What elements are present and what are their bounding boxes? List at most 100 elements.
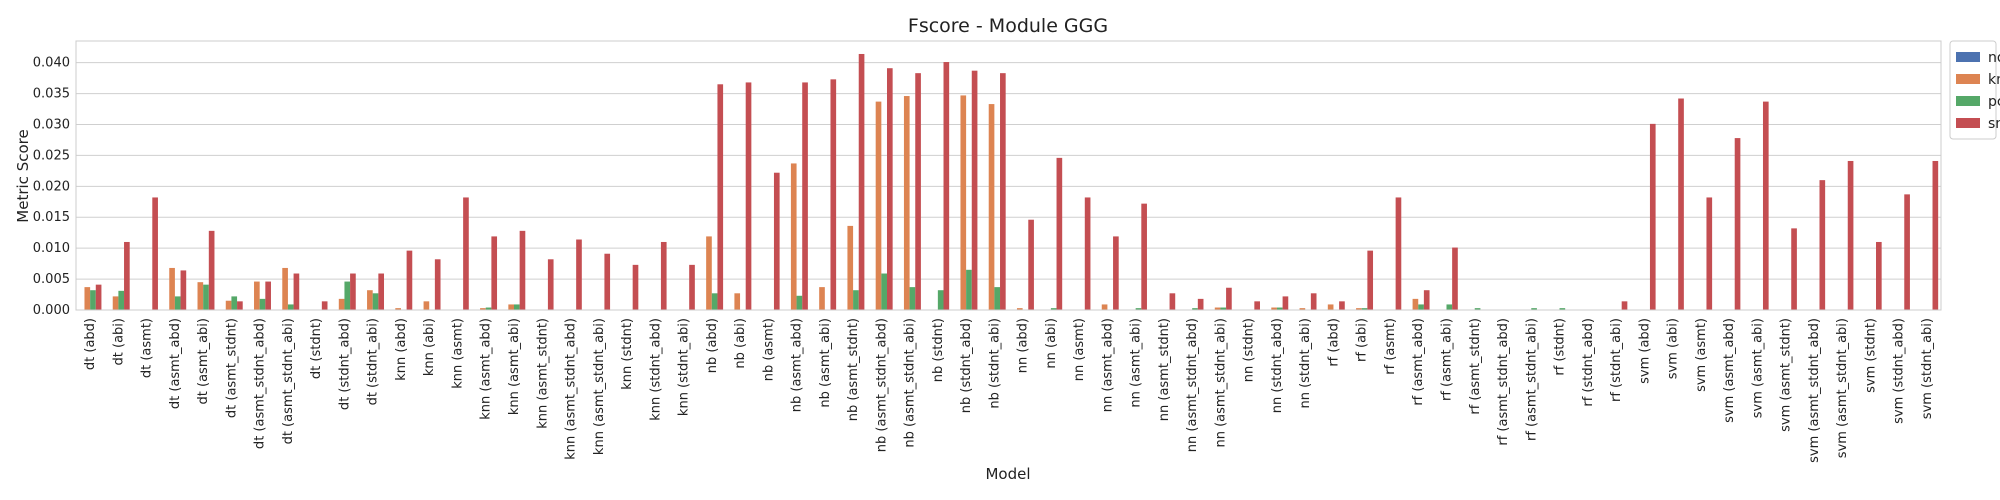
x-tick-label: knn (stdnt_abi): [677, 318, 692, 416]
y-tick-label: 0.025: [33, 148, 70, 163]
legend-label-smote: smote: [1988, 116, 2000, 132]
bar-series: [84, 53, 1939, 311]
bar-pca: [485, 307, 492, 310]
x-tick-label: nb (asmt_abd): [790, 318, 805, 412]
x-tick-label: nb (abi): [733, 318, 748, 369]
y-tick-label: 0.030: [33, 117, 70, 132]
bar-kmeans: [1327, 304, 1334, 310]
bar-smote: [858, 53, 865, 310]
bar-kmeans: [1271, 307, 1277, 310]
bar-kmeans: [847, 225, 854, 310]
x-tick-label: nn (asmt_stdnt): [1157, 318, 1172, 421]
bar-smote: [830, 79, 837, 310]
x-tick-label: svm (abi): [1666, 318, 1681, 379]
x-tick-label: svm (abd): [1637, 318, 1652, 384]
x-tick-label: dt (asmt): [140, 318, 155, 378]
x-tick-label: svm (stdnt): [1863, 318, 1878, 393]
bar-smote: [1876, 241, 1882, 310]
bar-smote: [1649, 123, 1656, 310]
y-tick-label: 0.005: [33, 272, 70, 287]
bar-smote: [886, 68, 893, 310]
bar-smote: [689, 264, 695, 310]
bar-smote: [1226, 287, 1232, 310]
legend-box: [1949, 40, 1997, 140]
bar-pca: [174, 296, 181, 310]
x-tick-label: nn (abi): [1044, 318, 1059, 369]
x-tick-label: rf (abd): [1326, 318, 1341, 367]
bar-pca: [937, 290, 944, 310]
bar-smote: [265, 281, 271, 310]
bar-smote: [152, 197, 158, 310]
bar-pca: [1050, 308, 1057, 310]
bar-kmeans: [367, 290, 373, 310]
bar-smote: [604, 253, 611, 310]
bar-smote: [1084, 197, 1091, 310]
bar-smote: [321, 301, 328, 310]
bar-smote: [350, 273, 356, 310]
bar-kmeans: [480, 308, 486, 310]
x-tick-label: nb (abd): [705, 318, 720, 373]
bar-smote: [434, 259, 441, 310]
bar-pca: [203, 284, 209, 310]
legend-swatch-kmeans: [1956, 74, 1980, 84]
bar-smote: [1028, 219, 1034, 310]
bar-pca: [1361, 308, 1368, 310]
bar-smote: [1423, 290, 1430, 310]
y-tick-label: 0.020: [33, 179, 70, 194]
bar-kmeans: [706, 236, 712, 310]
x-tick-label: dt (asmt_stdnt): [224, 318, 239, 418]
bar-pca: [966, 269, 972, 310]
bar-smote: [180, 270, 187, 310]
x-tick-label: svm (asmt_abi): [1750, 318, 1765, 418]
legend-label-none: none: [1988, 50, 2000, 66]
x-tick-label: svm (asmt): [1694, 318, 1709, 392]
chart-title: Fscore - Module GGG: [908, 15, 1108, 37]
x-tick-label: nb (stdnt_abi): [987, 318, 1002, 409]
x-tick-label: rf (asmt_stdnt_abi): [1524, 318, 1539, 441]
bar-kmeans: [819, 287, 825, 310]
bar-pca: [796, 295, 803, 310]
bar-kmeans: [282, 267, 288, 310]
bar-smote: [208, 230, 215, 310]
bar-pca: [1446, 304, 1453, 310]
bar-pca: [1531, 308, 1537, 310]
x-tick-label: svm (asmt_stdnt_abd): [1807, 318, 1822, 463]
bar-pca: [1559, 308, 1566, 310]
bar-pca: [711, 293, 718, 310]
x-tick-label: nn (asmt_stdnt_abd): [1185, 318, 1200, 452]
x-tick-label: rf (stdnt): [1553, 318, 1568, 376]
legend-swatch-pca: [1956, 96, 1980, 106]
x-tick-label: knn (asmt_stdnt_abi): [592, 318, 607, 455]
bar-smote: [463, 197, 469, 310]
bar-kmeans: [875, 101, 882, 311]
bar-kmeans: [508, 304, 514, 310]
x-tick-label: dt (asmt_abd): [168, 318, 183, 409]
x-tick-label: knn (asmt_stdnt): [535, 318, 550, 429]
bar-kmeans: [338, 298, 345, 310]
y-axis-ticks: 0.000 0.005 0.010 0.015 0.020 0.025 0.030 0.035…: [33, 56, 70, 318]
bar-kmeans: [1016, 308, 1023, 310]
bar-kmeans: [734, 293, 741, 310]
bar-smote: [1762, 101, 1769, 311]
bar-smote: [406, 250, 413, 310]
bar-pca: [231, 296, 238, 310]
legend-swatch-smote: [1956, 118, 1980, 128]
bar-kmeans: [197, 282, 204, 310]
bar-smote: [1706, 197, 1713, 310]
x-tick-label: knn (asmt): [450, 318, 465, 389]
bar-smote: [1282, 296, 1289, 310]
x-tick-label: nb (asmt_stdnt): [846, 318, 861, 421]
x-tick-label: svm (asmt_abd): [1722, 318, 1737, 423]
bar-pca: [287, 304, 294, 310]
x-tick-label: knn (asmt_abi): [507, 318, 522, 415]
bar-smote: [1197, 298, 1204, 310]
bar-pca: [909, 287, 916, 310]
bar-pca: [994, 287, 1001, 310]
x-tick-label: rf (stdnt_abi): [1609, 318, 1624, 402]
bar-smote: [293, 273, 300, 310]
bar-kmeans: [1299, 308, 1306, 310]
bar-smote: [547, 259, 554, 310]
bar-pca: [1418, 304, 1424, 310]
bar-smote: [1113, 236, 1119, 310]
